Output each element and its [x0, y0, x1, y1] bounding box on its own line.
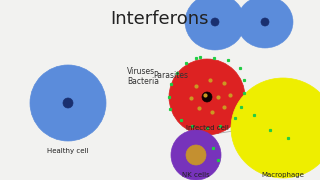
Ellipse shape [231, 78, 320, 178]
Ellipse shape [169, 59, 245, 135]
Text: Viruses: Viruses [127, 67, 155, 76]
Ellipse shape [261, 18, 269, 26]
Text: Macrophage: Macrophage [261, 172, 304, 178]
Ellipse shape [171, 130, 221, 180]
Ellipse shape [63, 98, 73, 108]
Ellipse shape [211, 18, 219, 26]
Ellipse shape [185, 0, 245, 50]
Text: Interferons: Interferons [111, 10, 209, 28]
Text: Infected cell: Infected cell [186, 125, 228, 131]
Text: NK cells: NK cells [182, 172, 210, 178]
Ellipse shape [186, 145, 206, 165]
Ellipse shape [237, 0, 293, 48]
Text: Bacteria: Bacteria [127, 77, 159, 86]
Text: Parasites: Parasites [153, 71, 188, 80]
Text: Healthy cell: Healthy cell [47, 148, 89, 154]
Ellipse shape [202, 92, 212, 102]
Ellipse shape [30, 65, 106, 141]
